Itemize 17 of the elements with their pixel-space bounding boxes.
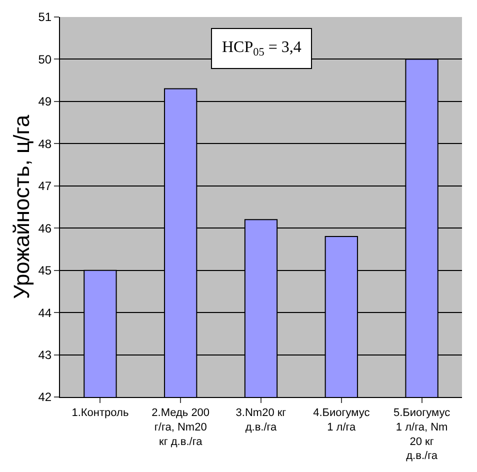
x-tick-label: 3.Nm20 кг д.в./га xyxy=(236,407,286,434)
y-tick-label: 46 xyxy=(38,221,52,236)
x-tick-label: 1.Контроль xyxy=(72,407,129,420)
y-tick-label: 48 xyxy=(38,136,52,151)
y-tick-label: 42 xyxy=(38,390,52,404)
y-axis-title: Урожайность, ц/га xyxy=(9,114,34,300)
y-tick-label: 50 xyxy=(38,52,52,66)
x-tick-label: 4.Биогумус 1 л/га xyxy=(313,407,370,434)
x-tick-label: 5.Биогумус 1 л/га, Nm 20 кг д.в./га xyxy=(393,407,451,462)
y-tick-label: 49 xyxy=(38,94,52,109)
y-tick-label: 51 xyxy=(38,10,52,24)
x-tick-label: 2.Медь 200 г/га, Nm20 кг д.в./га xyxy=(152,407,210,448)
y-tick-label: 44 xyxy=(38,306,52,320)
annotation: HCP$_{05}$ = 3,4 xyxy=(222,39,302,58)
y-tick-label: 47 xyxy=(38,179,52,194)
y-tick-label: 45 xyxy=(38,264,52,278)
y-tick-label: 43 xyxy=(38,348,52,362)
